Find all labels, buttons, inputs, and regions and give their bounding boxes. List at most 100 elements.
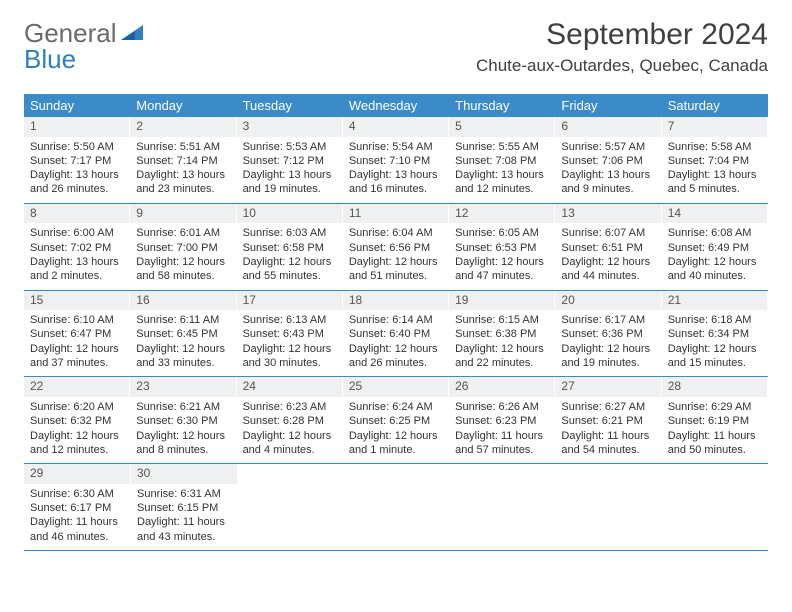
calendar-cell-empty	[450, 464, 556, 550]
day-number: 6	[555, 117, 660, 137]
day-number: 11	[343, 204, 448, 224]
sunset-text: Sunset: 7:17 PM	[30, 154, 123, 168]
calendar-cell: 15Sunrise: 6:10 AMSunset: 6:47 PMDayligh…	[24, 291, 130, 377]
day-body: Sunrise: 6:24 AMSunset: 6:25 PMDaylight:…	[343, 397, 448, 463]
daylight-text: Daylight: 12 hours and 30 minutes.	[243, 342, 336, 371]
day-number: 20	[555, 291, 660, 311]
day-number: 13	[555, 204, 660, 224]
day-header-row: Sunday Monday Tuesday Wednesday Thursday…	[24, 94, 768, 117]
calendar-cell-empty	[662, 464, 768, 550]
day-number: 25	[343, 377, 448, 397]
day-body: Sunrise: 6:04 AMSunset: 6:56 PMDaylight:…	[343, 223, 448, 289]
sunset-text: Sunset: 6:36 PM	[561, 327, 654, 341]
sunrise-text: Sunrise: 6:10 AM	[30, 313, 123, 327]
daylight-text: Daylight: 11 hours and 54 minutes.	[561, 429, 654, 458]
sunrise-text: Sunrise: 6:14 AM	[349, 313, 442, 327]
day-body: Sunrise: 5:55 AMSunset: 7:08 PMDaylight:…	[449, 137, 554, 203]
sunrise-text: Sunrise: 6:15 AM	[455, 313, 548, 327]
calendar-cell: 4Sunrise: 5:54 AMSunset: 7:10 PMDaylight…	[343, 117, 449, 203]
sunrise-text: Sunrise: 6:01 AM	[136, 226, 229, 240]
daylight-text: Daylight: 13 hours and 19 minutes.	[243, 168, 336, 197]
calendar-cell: 16Sunrise: 6:11 AMSunset: 6:45 PMDayligh…	[130, 291, 236, 377]
sunset-text: Sunset: 7:10 PM	[349, 154, 442, 168]
sunset-text: Sunset: 7:06 PM	[561, 154, 654, 168]
day-body: Sunrise: 6:31 AMSunset: 6:15 PMDaylight:…	[131, 484, 237, 550]
sunrise-text: Sunrise: 6:23 AM	[243, 400, 336, 414]
calendar-cell: 17Sunrise: 6:13 AMSunset: 6:43 PMDayligh…	[237, 291, 343, 377]
day-body: Sunrise: 5:51 AMSunset: 7:14 PMDaylight:…	[130, 137, 235, 203]
daylight-text: Daylight: 13 hours and 23 minutes.	[136, 168, 229, 197]
calendar-cell: 22Sunrise: 6:20 AMSunset: 6:32 PMDayligh…	[24, 377, 130, 463]
sunset-text: Sunset: 7:04 PM	[668, 154, 761, 168]
day-body: Sunrise: 6:26 AMSunset: 6:23 PMDaylight:…	[449, 397, 554, 463]
sunrise-text: Sunrise: 5:55 AM	[455, 140, 548, 154]
sunrise-text: Sunrise: 6:31 AM	[137, 487, 231, 501]
daylight-text: Daylight: 12 hours and 12 minutes.	[30, 429, 123, 458]
sunset-text: Sunset: 6:32 PM	[30, 414, 123, 428]
day-body: Sunrise: 6:21 AMSunset: 6:30 PMDaylight:…	[130, 397, 235, 463]
calendar-cell: 2Sunrise: 5:51 AMSunset: 7:14 PMDaylight…	[130, 117, 236, 203]
sunset-text: Sunset: 6:34 PM	[668, 327, 761, 341]
day-number: 24	[237, 377, 342, 397]
sunrise-text: Sunrise: 6:26 AM	[455, 400, 548, 414]
daylight-text: Daylight: 13 hours and 16 minutes.	[349, 168, 442, 197]
sunrise-text: Sunrise: 6:13 AM	[243, 313, 336, 327]
sunset-text: Sunset: 6:47 PM	[30, 327, 123, 341]
calendar-cell: 26Sunrise: 6:26 AMSunset: 6:23 PMDayligh…	[449, 377, 555, 463]
daylight-text: Daylight: 13 hours and 12 minutes.	[455, 168, 548, 197]
day-number: 15	[24, 291, 129, 311]
day-body: Sunrise: 6:08 AMSunset: 6:49 PMDaylight:…	[662, 223, 767, 289]
sunset-text: Sunset: 7:12 PM	[243, 154, 336, 168]
sunrise-text: Sunrise: 6:24 AM	[349, 400, 442, 414]
title-block: September 2024 Chute-aux-Outardes, Quebe…	[476, 18, 768, 76]
daylight-text: Daylight: 12 hours and 1 minute.	[349, 429, 442, 458]
sunrise-text: Sunrise: 5:51 AM	[136, 140, 229, 154]
calendar-cell: 12Sunrise: 6:05 AMSunset: 6:53 PMDayligh…	[449, 204, 555, 290]
calendar-cell: 27Sunrise: 6:27 AMSunset: 6:21 PMDayligh…	[555, 377, 661, 463]
calendar-week: 22Sunrise: 6:20 AMSunset: 6:32 PMDayligh…	[24, 377, 768, 464]
calendar-cell: 24 Sunrise: 6:23 AMSunset: 6:28 PMDayligh…	[237, 377, 343, 463]
location: Chute-aux-Outardes, Quebec, Canada	[476, 56, 768, 76]
calendar-cell: 13Sunrise: 6:07 AMSunset: 6:51 PMDayligh…	[555, 204, 661, 290]
calendar-week: 1Sunrise: 5:50 AMSunset: 7:17 PMDaylight…	[24, 117, 768, 204]
day-body: Sunrise: 5:53 AMSunset: 7:12 PMDaylight:…	[237, 137, 342, 203]
day-body: Sunrise: 6:11 AMSunset: 6:45 PMDaylight:…	[130, 310, 235, 376]
daylight-text: Daylight: 12 hours and 15 minutes.	[668, 342, 761, 371]
day-header-monday: Monday	[130, 94, 236, 117]
day-number: 26	[449, 377, 554, 397]
calendar-cell: 20Sunrise: 6:17 AMSunset: 6:36 PMDayligh…	[555, 291, 661, 377]
sunrise-text: Sunrise: 6:29 AM	[668, 400, 761, 414]
day-number: 4	[343, 117, 448, 137]
day-header-saturday: Saturday	[662, 94, 768, 117]
sunrise-text: Sunrise: 6:07 AM	[561, 226, 654, 240]
calendar-cell: 10Sunrise: 6:03 AMSunset: 6:58 PMDayligh…	[237, 204, 343, 290]
day-header-tuesday: Tuesday	[237, 94, 343, 117]
day-number: 16	[130, 291, 235, 311]
day-number: 10	[237, 204, 342, 224]
day-body: Sunrise: 6:20 AMSunset: 6:32 PMDaylight:…	[24, 397, 129, 463]
daylight-text: Daylight: 11 hours and 43 minutes.	[137, 515, 231, 544]
daylight-text: Daylight: 12 hours and 37 minutes.	[30, 342, 123, 371]
daylight-text: Daylight: 12 hours and 33 minutes.	[136, 342, 229, 371]
logo-triangle-icon	[121, 25, 143, 43]
sunset-text: Sunset: 6:15 PM	[137, 501, 231, 515]
sunrise-text: Sunrise: 6:20 AM	[30, 400, 123, 414]
day-body: Sunrise: 6:01 AMSunset: 7:00 PMDaylight:…	[130, 223, 235, 289]
daylight-text: Daylight: 12 hours and 44 minutes.	[561, 255, 654, 284]
calendar-cell: 25Sunrise: 6:24 AMSunset: 6:25 PMDayligh…	[343, 377, 449, 463]
day-number: 7	[662, 117, 767, 137]
day-number: 14	[662, 204, 767, 224]
daylight-text: Daylight: 11 hours and 46 minutes.	[30, 515, 124, 544]
sunrise-text: Sunrise: 6:00 AM	[30, 226, 123, 240]
sunrise-text: Sunrise: 5:58 AM	[668, 140, 761, 154]
daylight-text: Daylight: 12 hours and 8 minutes.	[136, 429, 229, 458]
day-number: 9	[130, 204, 235, 224]
day-body: Sunrise: 5:58 AMSunset: 7:04 PMDaylight:…	[662, 137, 767, 203]
daylight-text: Daylight: 12 hours and 51 minutes.	[349, 255, 442, 284]
calendar-cell: 14Sunrise: 6:08 AMSunset: 6:49 PMDayligh…	[662, 204, 768, 290]
daylight-text: Daylight: 12 hours and 4 minutes.	[243, 429, 336, 458]
sunset-text: Sunset: 6:28 PM	[243, 414, 336, 428]
calendar-week: 15Sunrise: 6:10 AMSunset: 6:47 PMDayligh…	[24, 291, 768, 378]
day-body: Sunrise: 6:10 AMSunset: 6:47 PMDaylight:…	[24, 310, 129, 376]
calendar-cell: 11Sunrise: 6:04 AMSunset: 6:56 PMDayligh…	[343, 204, 449, 290]
